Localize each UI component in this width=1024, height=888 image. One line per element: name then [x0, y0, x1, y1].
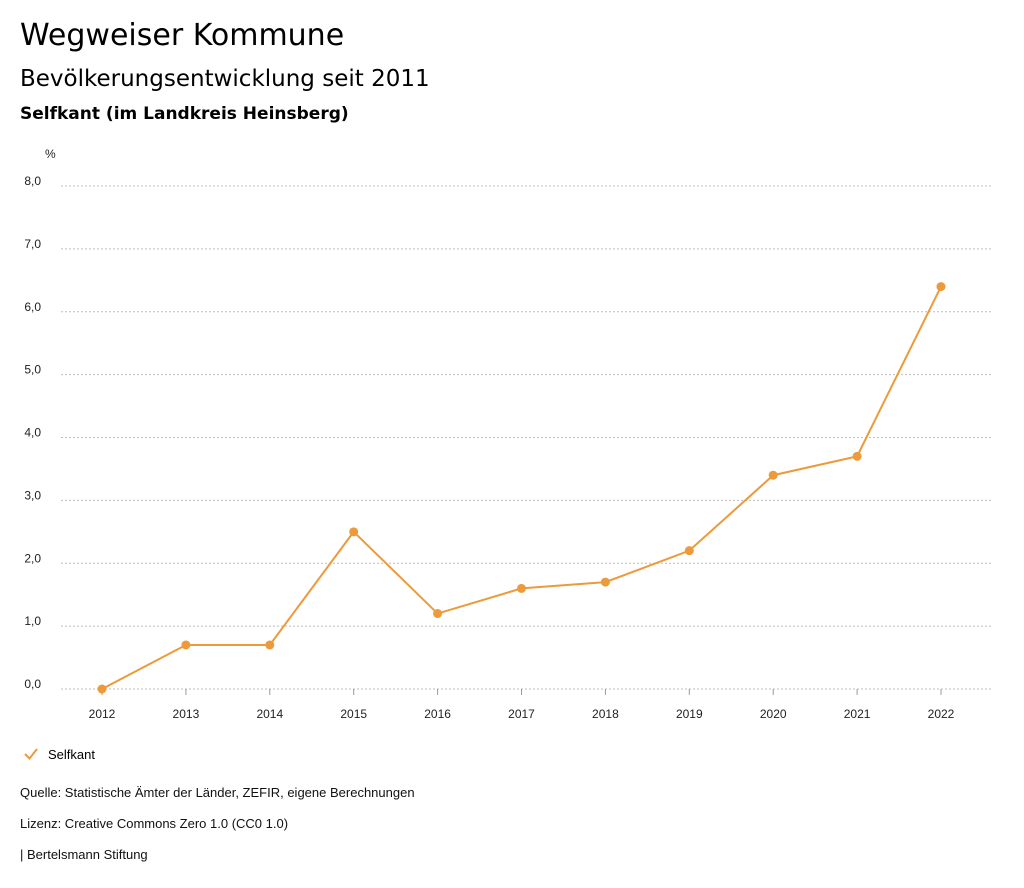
- y-tick-label: 2,0: [24, 551, 41, 565]
- data-point: [433, 609, 443, 619]
- data-point: [517, 583, 526, 593]
- data-point: [684, 546, 694, 556]
- data-point: [936, 282, 946, 292]
- line-chart: % 0,0 1,0 2,0 3,0 4,0 5,0 6,0 7,0 8,0 2012 2013 2014…: [24, 147, 991, 721]
- grid-lines: [61, 185, 991, 690]
- x-tick-label: 2013: [173, 707, 200, 721]
- data-point: [181, 640, 191, 650]
- y-tick-label: 4,0: [24, 426, 41, 440]
- x-tick-label: 2020: [760, 707, 787, 721]
- chart-subtitle: Bevölkerungsentwicklung seit 2011: [20, 66, 430, 92]
- check-icon: [24, 748, 38, 761]
- y-unit-label: %: [45, 147, 56, 161]
- data-point: [600, 577, 610, 587]
- data-point: [349, 527, 359, 537]
- chart-title: Wegweiser Kommune: [20, 18, 345, 53]
- y-tick-label: 7,0: [24, 237, 41, 251]
- axis-ticks: % 0,0 1,0 2,0 3,0 4,0 5,0 6,0 7,0 8,0 2012 2013 2014…: [24, 147, 954, 721]
- data-point: [852, 451, 862, 461]
- data-point: [97, 684, 107, 694]
- y-tick-label: 6,0: [24, 300, 41, 314]
- data-point: [768, 470, 778, 480]
- x-tick-label: 2019: [676, 707, 703, 721]
- x-tick-label: 2012: [89, 707, 116, 721]
- publisher-note: | Bertelsmann Stiftung: [20, 847, 148, 862]
- x-tick-label: 2017: [508, 707, 535, 721]
- source-note: Quelle: Statistische Ämter der Länder, Z…: [20, 785, 415, 800]
- y-tick-label: 5,0: [24, 363, 41, 377]
- y-tick-label: 3,0: [24, 488, 41, 502]
- region-label: Selfkant (im Landkreis Heinsberg): [20, 104, 349, 124]
- x-tick-label: 2021: [844, 707, 871, 721]
- legend[interactable]: Selfkant: [22, 745, 95, 763]
- license-note: Lizenz: Creative Commons Zero 1.0 (CC0 1…: [20, 816, 289, 831]
- data-point: [265, 640, 275, 650]
- x-tick-label: 2016: [424, 707, 451, 721]
- x-tick-label: 2015: [340, 707, 367, 721]
- y-tick-label: 8,0: [24, 174, 41, 188]
- y-tick-label: 0,0: [24, 677, 41, 691]
- series-line-selfkant: [101, 286, 942, 690]
- y-tick-label: 1,0: [24, 614, 41, 628]
- x-tick-label: 2014: [256, 707, 283, 721]
- x-tick-label: 2018: [592, 707, 619, 721]
- series-layer: [97, 282, 946, 694]
- legend-label: Selfkant: [48, 746, 95, 762]
- x-tick-label: 2022: [928, 707, 955, 721]
